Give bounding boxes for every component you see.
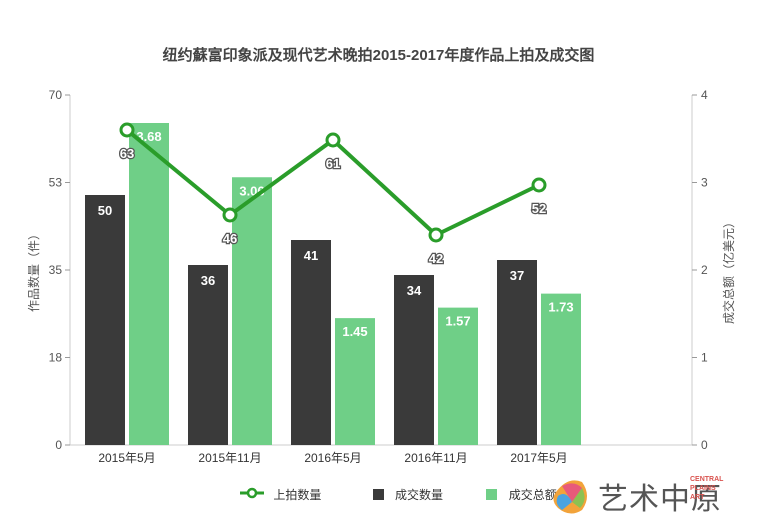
legend-label-sold-value: 成交总额 <box>508 488 557 502</box>
y-tick-label-left: 35 <box>49 263 63 277</box>
bar-sold-value <box>335 318 375 445</box>
line-label-listed: 61 <box>326 156 340 171</box>
y-tick-label-right: 1 <box>701 351 708 365</box>
y-tick-label-left: 53 <box>49 176 63 190</box>
y-axis-title-left: 作品数量（件） <box>26 228 41 312</box>
line-point-listed <box>222 207 238 223</box>
line-point-listed <box>325 132 341 148</box>
bar-sold-count <box>85 195 125 445</box>
bar-sold-value <box>438 307 478 445</box>
brand-logo: 艺术中原 CENTRAL PLAINS ART <box>548 470 753 518</box>
legend: 上拍数量 成交数量 成交总额 <box>240 486 557 503</box>
bar-sold-value <box>232 177 272 445</box>
bar-label-sold-value: 1.57 <box>445 314 470 329</box>
bar-sold-count <box>291 240 331 445</box>
line-point-listed <box>119 122 135 138</box>
x-tick-label: 2016年5月 <box>304 451 361 465</box>
legend-label-sold-count: 成交数量 <box>395 488 444 502</box>
bar-sold-value <box>129 123 169 445</box>
y-tick-label-right: 2 <box>701 263 708 277</box>
bar-label-sold-count: 41 <box>304 248 318 263</box>
line-label-listed: 42 <box>429 251 443 266</box>
y-tick-label-right: 0 <box>701 438 708 452</box>
legend-label-listed: 上拍数量 <box>273 488 322 502</box>
y-tick-label-right: 4 <box>701 88 708 102</box>
bar-label-sold-count: 36 <box>201 273 215 288</box>
line-label-listed: 52 <box>532 201 546 216</box>
logo-mark-icon <box>553 480 587 514</box>
bar-sold-count <box>188 265 228 445</box>
y-tick-label-left: 0 <box>55 438 62 452</box>
bar-sold-count <box>497 260 537 445</box>
line-label-listed: 63 <box>120 146 134 161</box>
x-tick-label: 2016年11月 <box>404 451 467 465</box>
line-point-listed <box>531 177 547 193</box>
legend-line-marker <box>240 487 264 502</box>
line-label-listed: 46 <box>223 231 237 246</box>
y-tick-label-left: 18 <box>49 351 63 365</box>
bar-label-sold-count: 50 <box>98 203 112 218</box>
logo-text: 艺术中原 <box>598 483 722 516</box>
chart-title: 纽约蘇富印象派及现代艺术晚拍2015-2017年度作品上拍及成交图 <box>162 47 595 64</box>
x-tick-label: 2015年5月 <box>98 451 155 465</box>
y-axis-title-right: 成交总额（亿美元） <box>721 216 736 324</box>
legend-sold-count-marker <box>372 489 384 500</box>
legend-sold-value-marker <box>486 489 498 500</box>
line-point-listed <box>428 227 444 243</box>
bar-sold-value <box>541 293 581 445</box>
bar-label-sold-count: 37 <box>510 268 524 283</box>
bar-label-sold-value: 1.73 <box>548 300 573 315</box>
bar-label-sold-value: 3.68 <box>136 129 161 144</box>
x-tick-label: 2015年11月 <box>198 451 261 465</box>
y-tick-label-left: 70 <box>49 88 63 102</box>
bar-sold-count <box>394 275 434 445</box>
x-tick-label: 2017年5月 <box>510 451 567 465</box>
bar-label-sold-count: 34 <box>407 283 422 298</box>
logo-subtitle: CENTRAL PLAINS ART <box>690 476 724 501</box>
bar-label-sold-value: 1.45 <box>342 324 367 339</box>
y-tick-label-right: 3 <box>701 176 708 190</box>
